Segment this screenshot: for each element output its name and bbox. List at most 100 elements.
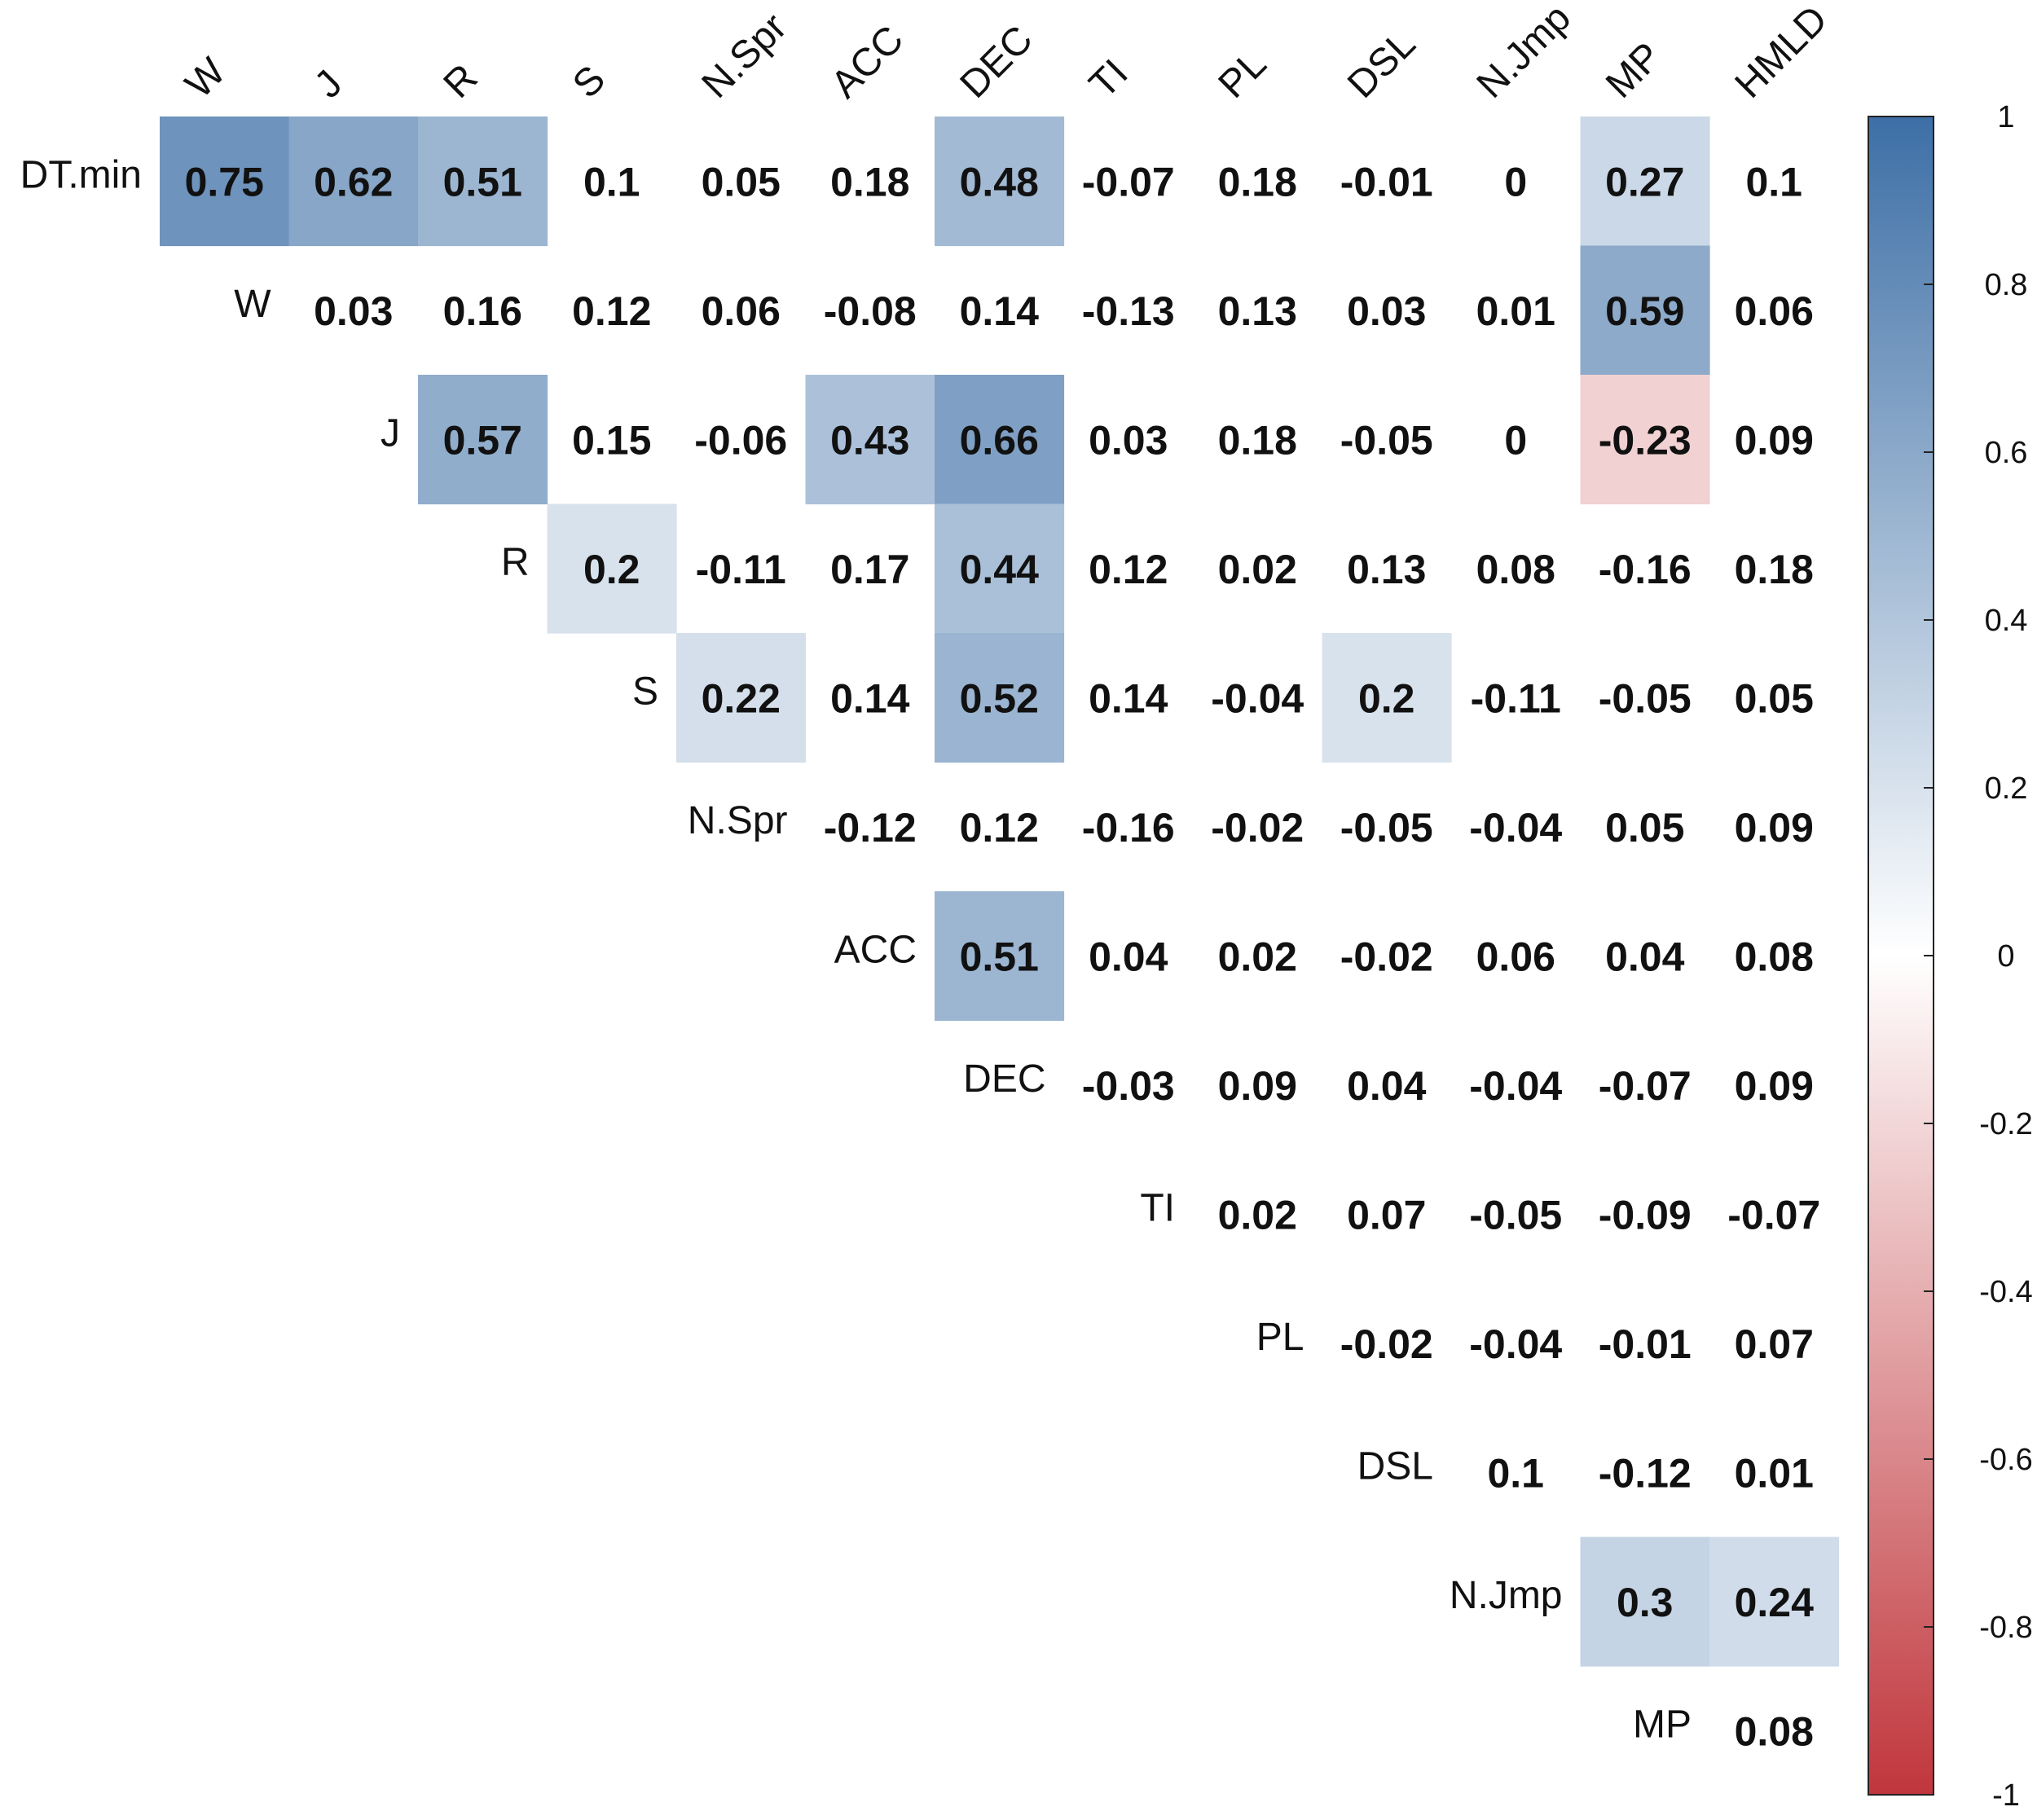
cell-value-label: 0.75: [185, 159, 264, 204]
cell-value-label: 0.08: [1735, 1708, 1814, 1754]
heatmap-cell: [935, 633, 1065, 763]
column-label: N.Jmp: [1469, 0, 1580, 107]
cell-value-label: 0.17: [830, 547, 909, 592]
column-label: S: [565, 58, 614, 107]
cell-value-label: -0.07: [1599, 1063, 1692, 1109]
colorbar-tick-label: -0.4: [1979, 1275, 2032, 1309]
row-label: N.Jmp: [1450, 1574, 1563, 1617]
colorbar-tick-label: 1: [1997, 100, 2014, 134]
cell-value-label: 0.05: [1605, 805, 1684, 851]
cell-value-label: 0.18: [1218, 417, 1297, 463]
cell-value-label: 0.12: [960, 805, 1039, 851]
colorbar-tick-label: 0.4: [1985, 604, 2028, 638]
cell-value-label: 0.02: [1218, 1192, 1297, 1238]
cell-value-label: 0.13: [1218, 288, 1297, 334]
cell-value-label: -0.09: [1599, 1192, 1692, 1238]
cell-value-label: 0.05: [702, 159, 781, 204]
cell-value-label: 0.14: [960, 288, 1040, 334]
cell-value-label: -0.16: [1599, 547, 1692, 592]
colorbar-tick-label: -0.6: [1979, 1443, 2032, 1477]
cell-value-label: 0.06: [1476, 934, 1555, 979]
cell-value-label: 0: [1504, 417, 1527, 463]
row-label: S: [632, 670, 658, 713]
row-label: N.Spr: [688, 799, 788, 842]
cell-value-label: 0.09: [1735, 1063, 1814, 1109]
colorbar-gradient: [1868, 116, 1934, 1796]
cell-value-label: 0.12: [1089, 547, 1168, 592]
cell-value-label: 0.1: [1745, 159, 1802, 204]
column-label: HMLD: [1727, 0, 1837, 107]
cell-value-label: -0.06: [694, 417, 787, 463]
heatmap-cell: [1580, 1536, 1710, 1667]
column-label: MP: [1598, 34, 1670, 106]
cell-value-label: -0.11: [1471, 675, 1561, 721]
column-label: DSL: [1340, 22, 1424, 107]
cell-value-label: 0: [1504, 159, 1527, 204]
colorbar-tick-label: 0.8: [1985, 268, 2028, 302]
colorbar-tick-label: -1: [1992, 1778, 2020, 1813]
cell-value-label: 0.1: [583, 159, 640, 204]
heatmap-cell: [935, 503, 1065, 634]
row-label: ACC: [834, 928, 917, 971]
column-labels: W J R S N.Spr ACC DEC TI PL DSL N.Jmp MP HMLD: [178, 0, 1837, 107]
cell-value-label: -0.05: [1340, 417, 1433, 463]
colorbar: 1 0.8 0.6 0.4 0.2 0 -0.2 -0.4 -0.6 -0.8 -1: [1868, 100, 2033, 1813]
cell-value-label: -0.23: [1599, 417, 1692, 463]
column-label: ACC: [823, 18, 912, 107]
cell-value-label: -0.04: [1469, 1321, 1562, 1367]
cell-value-label: -0.04: [1469, 1063, 1562, 1109]
cell-value-label: -0.08: [824, 288, 917, 334]
cell-value-label: 0.43: [830, 417, 909, 463]
heatmap-cell: [1322, 633, 1452, 763]
row-label: J: [381, 411, 400, 455]
cell-value-label: 0.18: [830, 159, 909, 204]
cell-value-label: -0.02: [1340, 1321, 1433, 1367]
heatmap-cell: [935, 116, 1065, 247]
cell-value-label: 0.59: [1605, 288, 1684, 334]
cell-value-label: 0.12: [572, 288, 651, 334]
cell-value-label: 0.16: [443, 288, 522, 334]
cell-value-label: -0.05: [1599, 675, 1692, 721]
heatmap-cell: [1580, 375, 1710, 505]
cell-value-label: 0.07: [1735, 1321, 1814, 1367]
cell-value-label: 0.03: [1347, 288, 1426, 334]
cell-value-label: 0.18: [1735, 547, 1814, 592]
row-label: MP: [1633, 1703, 1692, 1746]
heatmap-cell: [935, 375, 1065, 505]
cell-value-label: 0.51: [960, 934, 1039, 979]
heatmap-cells: 0.75 0.62 0.51 0.1 0.05 0.18 0.48 -0.07 0.18 -0.0…: [160, 116, 1840, 1754]
cell-value-label: 0.03: [1089, 417, 1168, 463]
cell-value-label: 0.13: [1347, 547, 1426, 592]
cell-value-label: -0.12: [824, 805, 917, 851]
row-labels: DT.min W J R S N.Spr ACC DEC TI PL DSL N.Jmp MP: [20, 153, 1692, 1746]
column-label: W: [178, 50, 235, 107]
cell-value-label: 0.24: [1735, 1580, 1815, 1625]
column-label: TI: [1081, 51, 1137, 107]
cell-value-label: 0.09: [1735, 805, 1814, 851]
column-label: PL: [1211, 42, 1275, 107]
column-label: DEC: [953, 18, 1041, 107]
colorbar-tick-label: -0.8: [1979, 1611, 2032, 1645]
cell-value-label: 0.01: [1735, 1450, 1814, 1496]
cell-value-label: 0.14: [1089, 675, 1168, 721]
cell-value-label: -0.05: [1340, 805, 1433, 851]
heatmap-cell: [1580, 116, 1710, 247]
cell-value-label: -0.04: [1211, 675, 1304, 721]
cell-value-label: 0.18: [1218, 159, 1297, 204]
cell-value-label: 0.62: [314, 159, 393, 204]
cell-value-label: 0.08: [1476, 547, 1555, 592]
cell-value-label: -0.07: [1082, 159, 1175, 204]
cell-value-label: 0.15: [572, 417, 651, 463]
colorbar-tick-label: 0.6: [1985, 436, 2028, 470]
cell-value-label: 0.02: [1218, 934, 1297, 979]
cell-value-label: 0.27: [1605, 159, 1684, 204]
cell-value-label: 0.3: [1617, 1580, 1674, 1625]
heatmap-cell: [1709, 1536, 1840, 1667]
heatmap-cell: [1580, 245, 1710, 376]
cell-value-label: 0.1: [1487, 1450, 1544, 1496]
cell-value-label: 0.66: [960, 417, 1039, 463]
heatmap-cell: [805, 375, 935, 505]
cell-value-label: -0.07: [1727, 1192, 1820, 1238]
cell-value-label: 0.05: [1735, 675, 1814, 721]
